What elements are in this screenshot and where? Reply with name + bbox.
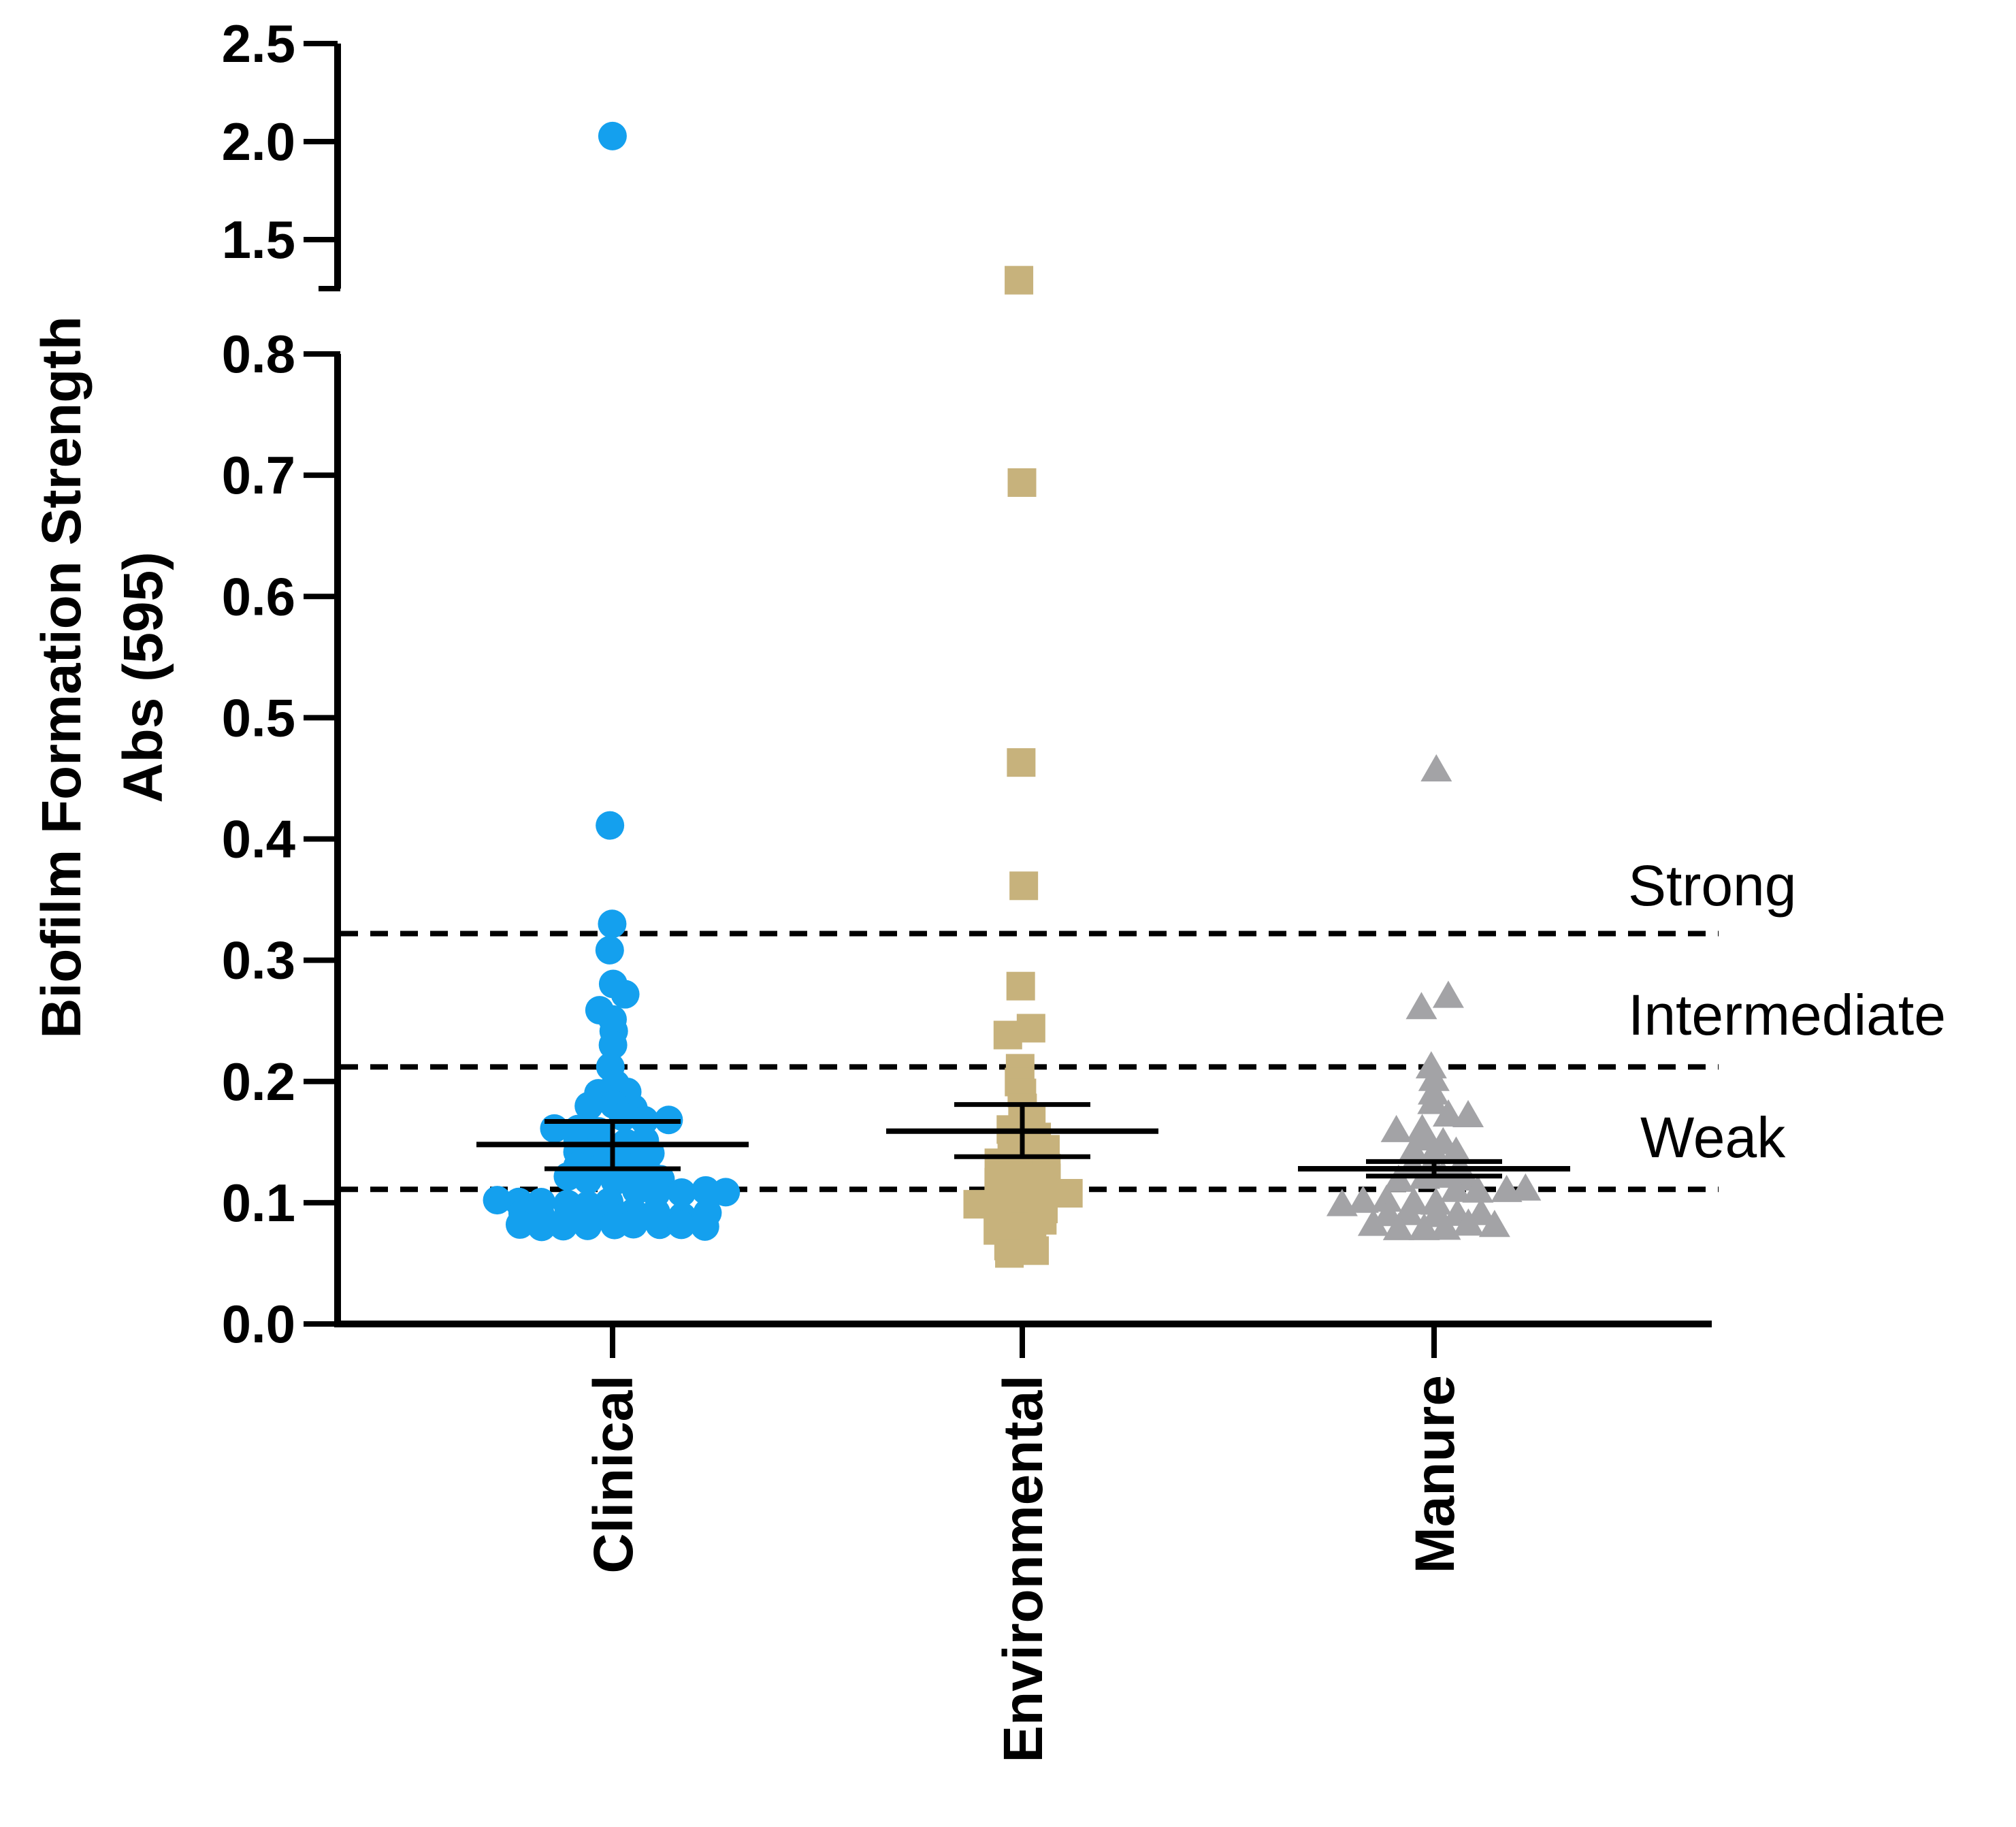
point-clinical [645,1210,674,1240]
point-manure [1420,754,1452,781]
point-manure [1418,1136,1450,1164]
point-environmental [1016,1014,1045,1043]
point-environmental [995,1239,1024,1268]
point-manure [1440,1174,1472,1202]
point-clinical [598,121,627,150]
point-manure [1432,980,1464,1008]
point-manure [1397,1135,1429,1163]
y-tick-label: 2.5 [222,14,295,74]
point-clinical [527,1212,556,1242]
point-environmental [1007,468,1037,497]
point-manure [1452,1099,1484,1127]
point-manure [1382,1212,1414,1240]
point-manure [1440,1136,1472,1164]
point-clinical [690,1212,719,1241]
point-environmental [1006,971,1035,1001]
threshold-label-intermediate: Intermediate [1628,983,1946,1047]
x-category-label-environmental: Environmental [992,1375,1054,1763]
point-clinical [711,1178,741,1207]
point-manure [1429,1212,1461,1240]
y-tick-label: 0.8 [222,324,295,384]
point-clinical [596,811,625,840]
point-environmental [1020,1236,1049,1265]
point-clinical [549,1212,578,1241]
point-manure [1408,1212,1440,1240]
point-clinical [611,980,640,1009]
point-manure [1417,1086,1449,1114]
y-tick-label: 2.0 [222,112,295,172]
point-clinical [483,1186,512,1215]
point-clinical [667,1210,696,1240]
point-clinical [598,909,627,939]
y-tick-label: 0.2 [222,1052,295,1112]
point-environmental [1054,1178,1083,1208]
y-tick-label: 0.0 [222,1294,295,1354]
point-clinical [667,1178,696,1208]
y-axis-title-line2: Abs (595) [112,551,174,803]
point-manure [1380,1114,1412,1142]
data-points [483,121,1542,1268]
threshold-label-weak: Weak [1640,1105,1786,1169]
point-manure [1462,1175,1494,1203]
x-category-label-manure: Manure [1404,1375,1466,1574]
point-clinical [608,1102,638,1131]
point-manure [1347,1185,1379,1213]
point-manure [1452,1208,1484,1236]
axis-labels: Weak Intermediate Strong 0.0 0.1 0.2 0.3 0.4 0.5… [222,14,1946,1763]
y-tick-label: 0.3 [222,931,295,990]
point-clinical [595,935,624,965]
mean-sem-bars [476,1102,1570,1179]
point-environmental [1009,871,1039,901]
y-tick-label: 0.1 [222,1173,295,1233]
x-category-label-clinical: Clinical [583,1375,645,1574]
point-clinical [574,1091,604,1120]
point-clinical [598,1031,628,1060]
y-tick-label: 0.6 [222,566,295,626]
point-clinical [573,1211,602,1240]
y-tick-label: 0.4 [222,809,295,869]
point-manure [1357,1208,1389,1236]
y-axis-title: Biofilm Formation Strength Abs (595) [31,316,174,1038]
point-environmental [1005,265,1034,295]
point-manure [1510,1173,1542,1201]
y-axis-title-line1: Biofilm Formation Strength [31,316,93,1038]
y-tick-label: 1.5 [222,210,295,270]
threshold-label-strong: Strong [1628,854,1797,918]
point-manure [1478,1210,1510,1238]
point-clinical [505,1210,534,1239]
point-manure [1415,1051,1447,1079]
point-manure [1405,992,1437,1020]
axes [304,41,1712,1358]
point-manure [1433,1099,1465,1127]
point-clinical [619,1210,648,1239]
point-manure [1371,1184,1403,1212]
point-clinical [573,1165,602,1195]
y-tick-label: 0.7 [222,445,295,505]
point-environmental [1007,748,1036,777]
point-manure [1418,1063,1450,1091]
y-tick-label: 0.5 [222,688,295,747]
